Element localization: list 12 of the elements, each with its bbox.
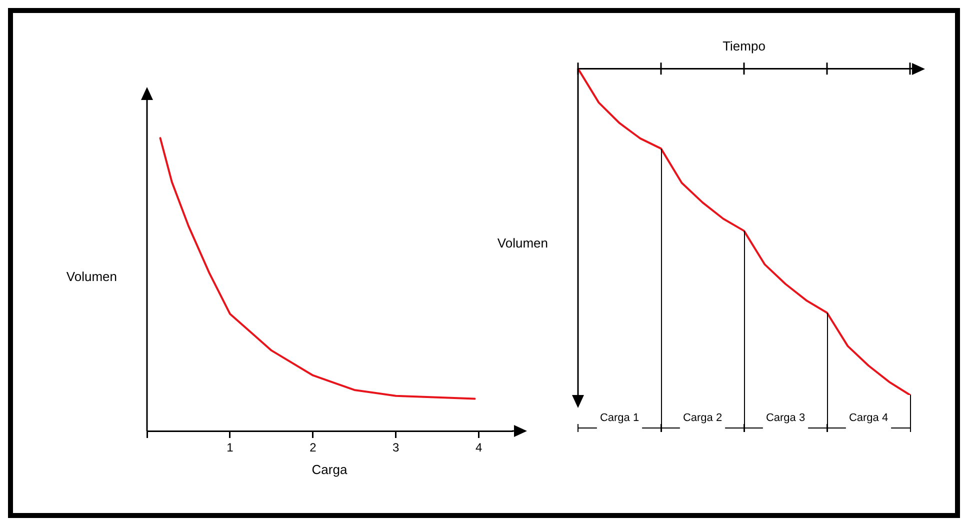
- x-axis-title: Tiempo: [722, 38, 766, 54]
- x-tick-label: 1: [226, 440, 234, 455]
- text: Carga 1: [600, 412, 640, 424]
- text: Carga 4: [848, 412, 888, 424]
- x-axis-title: Carga: [312, 462, 348, 477]
- text: Carga 3: [766, 412, 806, 424]
- text: Carga 2: [682, 412, 722, 424]
- x-tick-label: 3: [392, 440, 400, 455]
- x-tick-label: 4: [475, 440, 482, 455]
- y-axis-title: Volumen: [66, 269, 117, 284]
- x-tick-label: 2: [310, 440, 317, 455]
- y-axis-title: Volumen: [497, 235, 548, 250]
